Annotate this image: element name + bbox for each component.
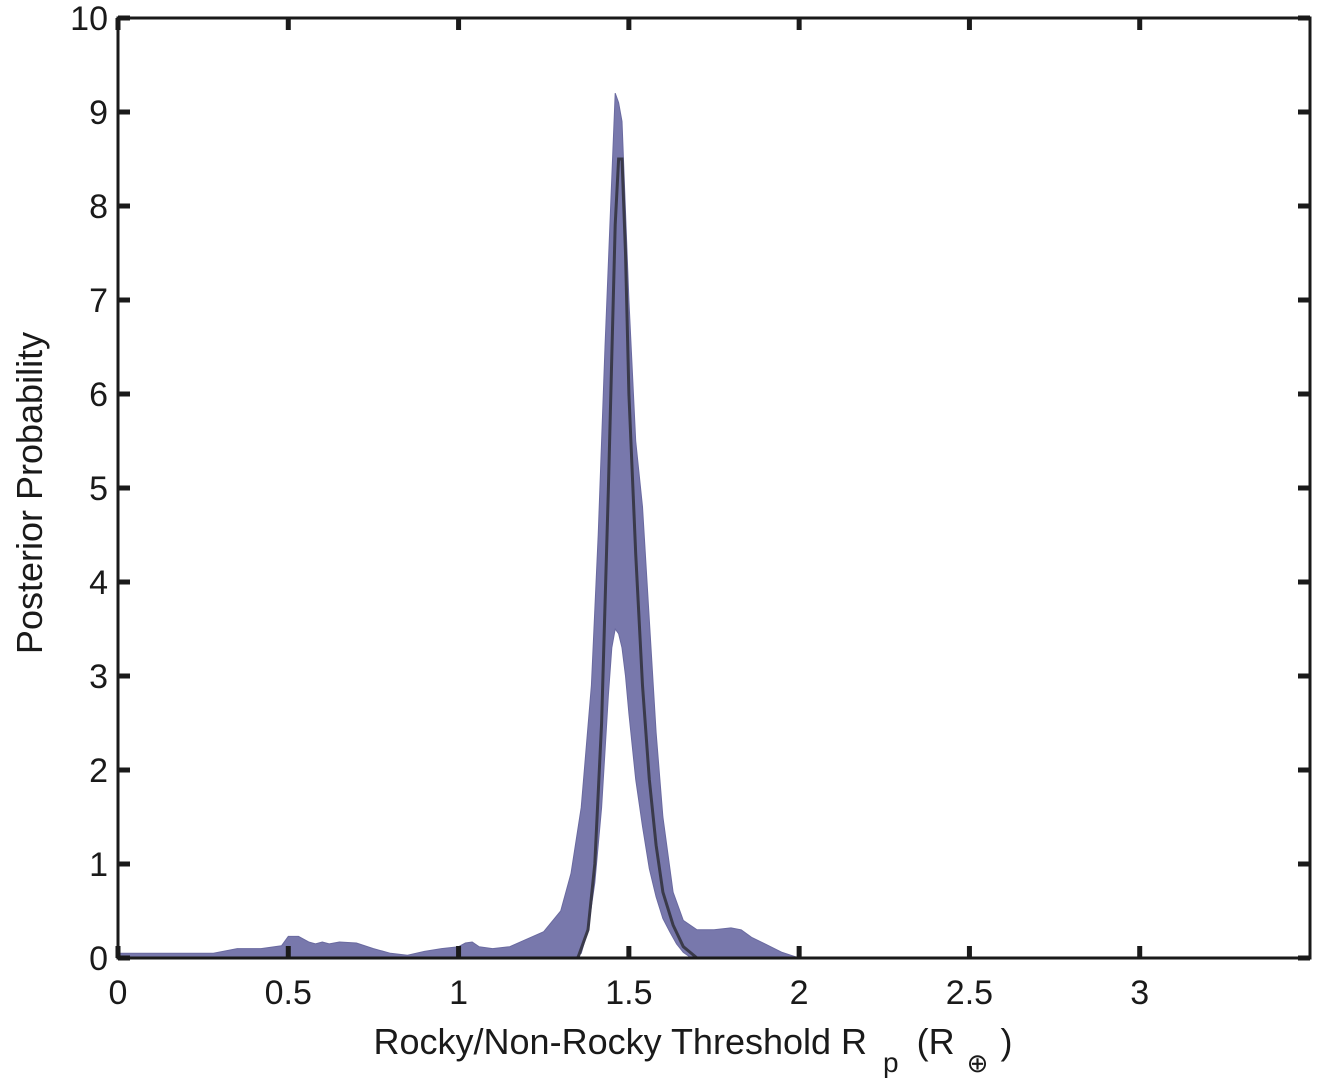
y-tick-label: 9 xyxy=(89,94,108,132)
x-tick-labels: 0 0.5 1 1.5 2 2.5 3 xyxy=(109,974,1150,1012)
y-tick-label: 8 xyxy=(89,188,108,226)
x-axis-label: Rocky/Non-Rocky Threshold R p (R ⊕ ) xyxy=(374,1021,1013,1080)
x-axis-label-unit-open: (R xyxy=(917,1021,955,1062)
x-tick-label: 0.5 xyxy=(265,974,312,1012)
x-tick-label: 0 xyxy=(109,974,128,1012)
y-tick-label: 3 xyxy=(89,658,108,696)
x-tick-label: 1.5 xyxy=(605,974,652,1012)
x-axis-label-main: Rocky/Non-Rocky Threshold R xyxy=(374,1021,868,1062)
axis-ticks xyxy=(115,15,1310,961)
y-tick-label: 7 xyxy=(89,282,108,320)
x-tick-label: 3 xyxy=(1130,974,1149,1012)
x-tick-label: 2.5 xyxy=(946,974,993,1012)
y-axis-label: Posterior Probability xyxy=(9,332,50,654)
y-tick-label: 1 xyxy=(89,846,108,884)
y-tick-label: 5 xyxy=(89,470,108,508)
y-tick-label: 0 xyxy=(89,940,108,978)
median-line-layer xyxy=(576,157,698,960)
y-tick-label: 2 xyxy=(89,752,108,790)
y-tick-label: 4 xyxy=(89,564,108,602)
x-tick-label: 2 xyxy=(790,974,809,1012)
x-axis-label-unit-close: ) xyxy=(1000,1021,1012,1062)
median-line xyxy=(576,157,698,960)
x-tick-label: 1 xyxy=(449,974,468,1012)
credible-band-area xyxy=(117,93,1310,959)
plot-frame xyxy=(116,16,1312,960)
y-tick-labels: 0 1 2 3 4 5 6 7 8 9 10 xyxy=(70,0,108,978)
y-tick-label: 10 xyxy=(70,0,108,38)
y-tick-label: 6 xyxy=(89,376,108,414)
x-axis-label-subscript: p xyxy=(883,1047,899,1078)
credible-band-layer xyxy=(117,93,1310,959)
x-axis-label-unit-symbol: ⊕ xyxy=(967,1048,989,1078)
